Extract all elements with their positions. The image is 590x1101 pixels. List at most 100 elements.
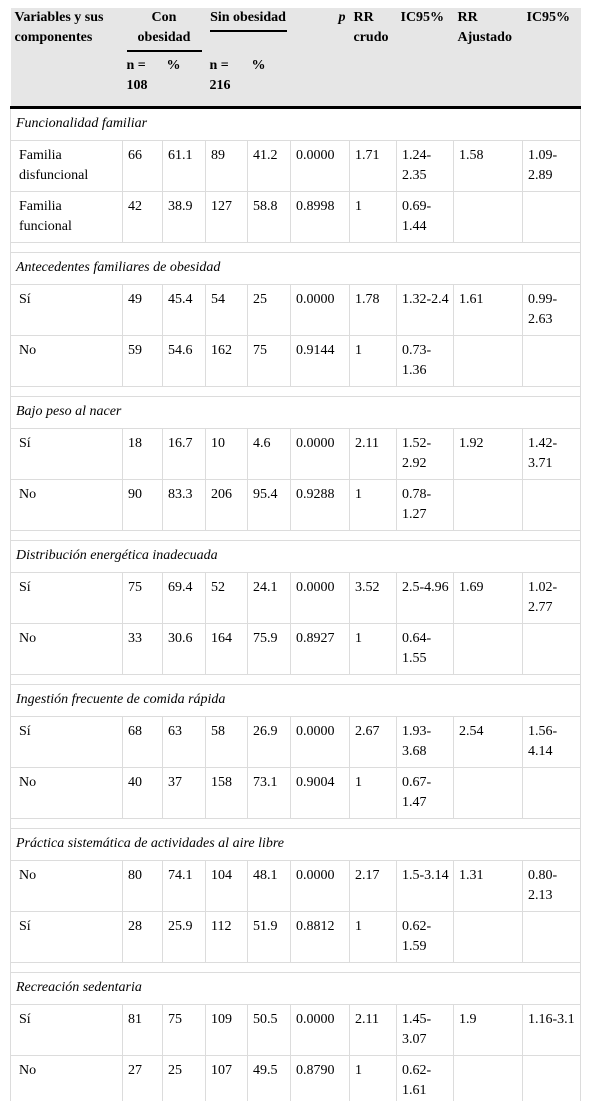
cell: 59 — [122, 335, 163, 387]
cell: 0.69-1.44 — [396, 191, 454, 243]
cell: 0.0000 — [290, 860, 350, 912]
cell: 0.67-1.47 — [396, 767, 454, 819]
cell: 58 — [205, 716, 248, 768]
cell: 1.69 — [453, 572, 523, 624]
cell: 89 — [205, 140, 248, 192]
row-label: Sí — [10, 284, 123, 336]
section-title: Distribución energética inadecuada — [10, 540, 581, 573]
cell: 73.1 — [247, 767, 291, 819]
row-label: Sí — [10, 428, 123, 480]
cell: 1.32-2.4 — [396, 284, 454, 336]
cell: 4.6 — [247, 428, 291, 480]
cell: 158 — [205, 767, 248, 819]
cell — [453, 191, 523, 243]
cell: 49.5 — [247, 1055, 291, 1101]
cell: 206 — [205, 479, 248, 531]
cell: 54 — [205, 284, 248, 336]
data-row: Sí 28 25.9 112 51.9 0.8812 1 0.62-1.59 — [10, 911, 581, 963]
cell — [453, 623, 523, 675]
row-label: Sí — [10, 1004, 123, 1056]
cell: 61.1 — [162, 140, 206, 192]
cell: 45.4 — [162, 284, 206, 336]
cell: 90 — [122, 479, 163, 531]
cell: 1.92 — [453, 428, 523, 480]
cell — [453, 1055, 523, 1101]
header-row: Variables y sus componentes Con obesidad… — [10, 8, 581, 108]
section-row: Recreación sedentaria — [10, 972, 581, 1005]
spacer-cell — [10, 818, 581, 829]
cell: 50.5 — [247, 1004, 291, 1056]
cell: 0.8998 — [290, 191, 350, 243]
cell: 1.16-3.1 — [522, 1004, 581, 1056]
section-row: Antecedentes familiares de obesidad — [10, 252, 581, 285]
cell: 0.0000 — [290, 572, 350, 624]
cell: 1.78 — [349, 284, 397, 336]
cell: 48.1 — [247, 860, 291, 912]
row-label: Familia funcional — [10, 191, 123, 243]
section-row: Práctica sistemática de actividades al a… — [10, 828, 581, 861]
cell: 81 — [122, 1004, 163, 1056]
cell: 1.9 — [453, 1004, 523, 1056]
cell: 95.4 — [247, 479, 291, 531]
cell: 75 — [122, 572, 163, 624]
cell: 1.93-3.68 — [396, 716, 454, 768]
cell: 66 — [122, 140, 163, 192]
cell: 69.4 — [162, 572, 206, 624]
cell — [522, 767, 581, 819]
cell — [453, 335, 523, 387]
cell: 24.1 — [247, 572, 291, 624]
data-row: No 90 83.3 206 95.4 0.9288 1 0.78-1.27 — [10, 479, 581, 531]
results-table: Variables y sus componentes Con obesidad… — [10, 8, 581, 1101]
spacer-row — [10, 242, 581, 253]
cell: 52 — [205, 572, 248, 624]
section-title: Recreación sedentaria — [10, 972, 581, 1005]
row-label: No — [10, 623, 123, 675]
cell: 27 — [122, 1055, 163, 1101]
cell: 112 — [205, 911, 248, 963]
cell: 54.6 — [162, 335, 206, 387]
cell: 1.52-2.92 — [396, 428, 454, 480]
cell: 0.99-2.63 — [522, 284, 581, 336]
cell — [522, 335, 581, 387]
cell: 1.58 — [453, 140, 523, 192]
header-text: Sin obesidad — [209, 8, 287, 32]
cell: 26.9 — [247, 716, 291, 768]
cell: 1.42-3.71 — [522, 428, 581, 480]
cell: 2.5-4.96 — [396, 572, 454, 624]
cell — [522, 623, 581, 675]
cell: 0.62-1.59 — [396, 911, 454, 963]
header-cell: n = 108 — [122, 52, 163, 108]
cell: 80 — [122, 860, 163, 912]
cell: 1.5-3.14 — [396, 860, 454, 912]
cell: 0.80-2.13 — [522, 860, 581, 912]
header-cell: n = 216 — [205, 52, 248, 108]
cell: 104 — [205, 860, 248, 912]
cell: 25 — [247, 284, 291, 336]
spacer-cell — [10, 242, 581, 253]
section-title: Bajo peso al nacer — [10, 396, 581, 429]
header-cell: % — [162, 52, 206, 108]
cell: 40 — [122, 767, 163, 819]
section-row: Funcionalidad familiar — [10, 107, 581, 141]
spacer-cell — [10, 674, 581, 685]
cell: 0.0000 — [290, 140, 350, 192]
cell: 109 — [205, 1004, 248, 1056]
header-cell: % — [247, 52, 291, 108]
cell — [522, 479, 581, 531]
cell: 33 — [122, 623, 163, 675]
data-row: No 80 74.1 104 48.1 0.0000 2.17 1.5-3.14 1.31 0.8… — [10, 860, 581, 912]
cell — [522, 191, 581, 243]
spacer-cell — [10, 962, 581, 973]
cell: 28 — [122, 911, 163, 963]
section-row: Ingestión frecuente de comida rápida — [10, 684, 581, 717]
cell: 0.73-1.36 — [396, 335, 454, 387]
cell: 0.0000 — [290, 428, 350, 480]
section-title: Práctica sistemática de actividades al a… — [10, 828, 581, 861]
cell: 38.9 — [162, 191, 206, 243]
row-label: Sí — [10, 911, 123, 963]
cell: 75 — [247, 335, 291, 387]
header-group: Sin obesidad — [205, 8, 291, 52]
row-label: No — [10, 1055, 123, 1101]
cell: 49 — [122, 284, 163, 336]
